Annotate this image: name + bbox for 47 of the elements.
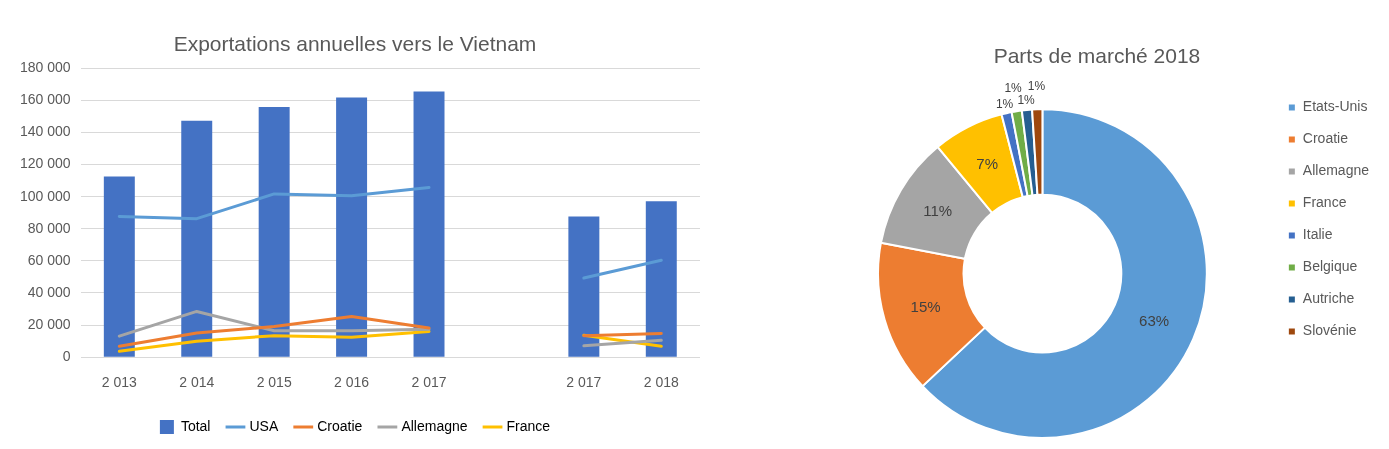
data-label: 1% bbox=[1017, 93, 1036, 108]
data-label: 1% bbox=[1027, 78, 1046, 93]
legend-label: Etats-Unis bbox=[1302, 98, 1368, 115]
chart-title: Exportations annuelles vers le Vietnam bbox=[173, 32, 537, 56]
y-tick-label: 100 000 bbox=[20, 187, 71, 204]
data-label: 7% bbox=[976, 155, 999, 173]
bar bbox=[258, 107, 290, 357]
legend-label: Allemagne bbox=[1302, 162, 1370, 179]
y-tick-label: 20 000 bbox=[27, 315, 71, 332]
x-tick-label: 2 013 bbox=[101, 374, 138, 391]
x-tick-label: 2 016 bbox=[334, 374, 370, 391]
x-tick-label: 2 015 bbox=[256, 374, 292, 391]
chart-title: Parts de marché 2018 bbox=[993, 44, 1201, 68]
legend-label: Italie bbox=[1302, 226, 1333, 243]
legend-label: France bbox=[506, 417, 551, 434]
y-tick-label: 0 bbox=[62, 348, 71, 365]
legend-label: Croatie bbox=[1302, 130, 1349, 147]
data-label: 63% bbox=[1139, 312, 1170, 330]
bar bbox=[181, 120, 213, 357]
x-tick-label: 2 014 bbox=[179, 374, 215, 391]
bar bbox=[336, 97, 368, 357]
bar bbox=[568, 216, 600, 357]
y-tick-label: 40 000 bbox=[27, 283, 71, 300]
legend-label: Allemagne bbox=[401, 417, 468, 434]
x-tick-label: 2 017 bbox=[411, 374, 447, 391]
data-label: 1% bbox=[1004, 80, 1023, 95]
legend-label: Croatie bbox=[317, 417, 363, 434]
bar bbox=[103, 176, 135, 357]
legend-label: Total bbox=[180, 417, 211, 434]
legend-label: Slovénie bbox=[1302, 322, 1357, 339]
legend-label: Autriche bbox=[1302, 290, 1355, 307]
legend-label: France bbox=[1302, 194, 1347, 211]
bar bbox=[645, 201, 677, 357]
y-tick-label: 60 000 bbox=[27, 251, 71, 268]
data-label: 15% bbox=[910, 297, 941, 315]
legend-label: Belgique bbox=[1302, 258, 1358, 275]
y-tick-label: 160 000 bbox=[20, 91, 71, 108]
y-tick-label: 180 000 bbox=[20, 59, 71, 76]
bar bbox=[413, 91, 445, 357]
x-tick-label: 2 017 bbox=[566, 374, 602, 391]
data-label: 1% bbox=[995, 96, 1014, 111]
y-tick-label: 80 000 bbox=[27, 219, 71, 236]
y-tick-label: 140 000 bbox=[20, 123, 71, 140]
data-label: 11% bbox=[923, 201, 953, 219]
y-tick-label: 120 000 bbox=[20, 155, 71, 172]
x-tick-label: 2 018 bbox=[643, 374, 680, 391]
legend-label: USA bbox=[249, 417, 279, 434]
